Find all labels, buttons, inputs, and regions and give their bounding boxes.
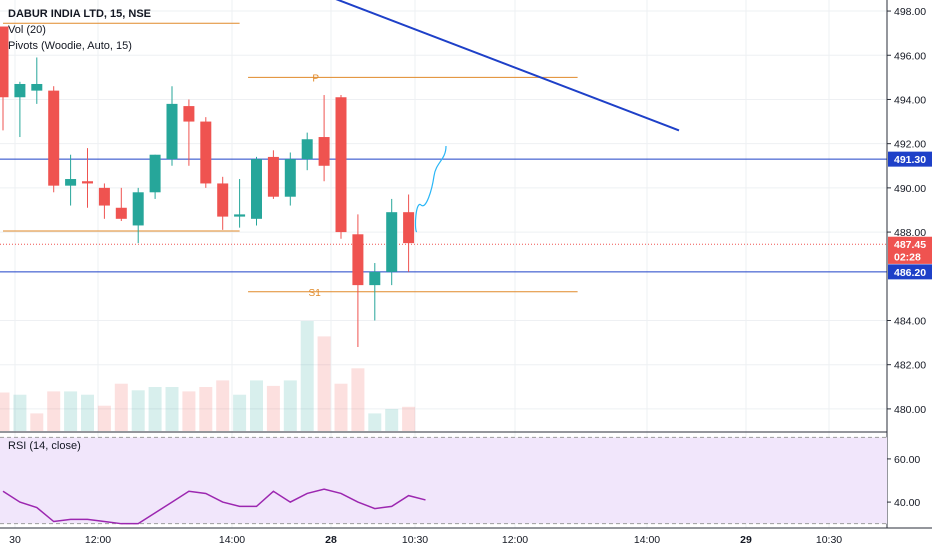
volume-bar: [283, 380, 297, 431]
trend-line: [335, 0, 680, 132]
candle-body: [318, 137, 330, 166]
price-label-text: 491.30: [894, 154, 926, 166]
candle-body: [267, 156, 279, 197]
volume-bar: [81, 394, 94, 431]
symbol-title: DABUR INDIA LTD, 15, NSE: [8, 8, 152, 20]
volume-bar: [368, 413, 382, 431]
price-tick-label: 498.00: [894, 6, 926, 18]
volume-bar: [266, 385, 280, 431]
main-legend: DABUR INDIA LTD, 15, NSE Vol (20) Pivots…: [8, 6, 151, 54]
price-label-text: 486.20: [894, 267, 926, 279]
candle-body: [166, 103, 178, 160]
candle-body: [386, 212, 398, 272]
candle-body: [251, 159, 262, 219]
volume-bar: [334, 383, 348, 431]
candle-body: [0, 26, 9, 98]
candle-body: [132, 192, 144, 226]
time-tick-label: 29: [740, 534, 752, 546]
volume-bar: [30, 413, 44, 431]
time-tick-label: 10:30: [816, 534, 842, 546]
volume-bar: [97, 405, 111, 431]
price-tick-label: 484.00: [894, 315, 926, 327]
rsi-band: [0, 437, 887, 524]
time-tick-label: 28: [325, 534, 337, 546]
candle-body: [335, 97, 347, 233]
candle-body: [149, 154, 161, 193]
price-tick-label: 490.00: [894, 183, 926, 195]
price-tick-label: 488.00: [894, 227, 926, 239]
time-tick-label: 14:00: [219, 534, 245, 546]
price-label-box: [888, 236, 932, 252]
price-tick-label: 480.00: [894, 404, 926, 416]
pivot-label: P: [312, 73, 319, 84]
time-tick-label: 14:00: [634, 534, 660, 546]
price-tick-label: 492.00: [894, 139, 926, 151]
volume-bar: [216, 380, 230, 431]
time-tick-label: 10:30: [402, 534, 428, 546]
price-label-box: [888, 264, 932, 280]
pivots-legend: Pivots (Woodie, Auto, 15): [8, 40, 132, 52]
candle-body: [284, 159, 296, 197]
volume-bar: [402, 406, 416, 431]
rsi-legend: RSI (14, close): [8, 440, 81, 452]
volume-bar: [114, 383, 128, 431]
candle-body: [301, 139, 313, 160]
rsi-line: [2, 488, 426, 525]
price-label-box: [888, 151, 932, 167]
price-label-box: [888, 248, 932, 264]
volume-bar: [182, 391, 196, 431]
volume-bar: [131, 390, 145, 431]
price-tick-label: 496.00: [894, 50, 926, 62]
projection-path: [414, 145, 447, 233]
candle-body: [234, 214, 246, 217]
rsi-tick-label: 40.00: [894, 497, 920, 509]
time-tick-label: 30: [9, 534, 21, 546]
candle-body: [82, 181, 93, 184]
volume-bar: [233, 394, 247, 431]
candle-body: [48, 90, 60, 186]
time-axis-bg: [0, 528, 932, 550]
candle-body: [369, 271, 381, 286]
candle-body: [217, 183, 229, 217]
volume-legend: Vol (20): [8, 24, 46, 36]
volume-bar: [64, 391, 78, 431]
candle-body: [183, 106, 195, 122]
volume-bar: [300, 321, 314, 431]
volume-bar: [250, 380, 263, 431]
price-label-text: 487.45: [894, 239, 926, 251]
volume-bar: [13, 394, 27, 431]
candle-body: [98, 187, 110, 206]
volume-bar: [385, 409, 399, 431]
candle-body: [200, 121, 212, 184]
candle-body: [14, 83, 26, 98]
volume-bar: [165, 387, 179, 431]
candle-body: [115, 207, 127, 219]
candle-body: [352, 234, 364, 286]
candle-body: [31, 83, 43, 91]
price-tick-label: 494.00: [894, 94, 926, 106]
price-tick-label: 482.00: [894, 360, 926, 372]
candle-body: [65, 179, 77, 186]
volume-bar: [199, 387, 213, 431]
rsi-tick-label: 60.00: [894, 454, 920, 466]
volume-bar: [47, 391, 61, 431]
volume-bar: [317, 336, 331, 431]
price-label-text: 02:28: [894, 251, 921, 263]
time-tick-label: 12:00: [85, 534, 111, 546]
volume-bar: [351, 368, 365, 431]
candle-body: [403, 212, 415, 244]
pivot-label: S1: [309, 288, 322, 299]
time-tick-label: 12:00: [502, 534, 528, 546]
volume-bar: [0, 392, 10, 431]
volume-bar: [148, 387, 162, 431]
